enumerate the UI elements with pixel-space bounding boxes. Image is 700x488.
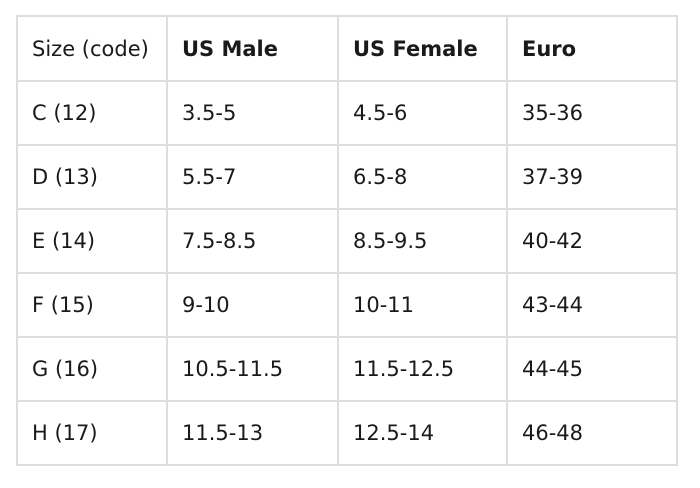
cell-size-code: E (14) bbox=[16, 208, 168, 274]
size-chart-table: Size (code) US Male US Female Euro C (12… bbox=[16, 15, 678, 466]
cell-us-male: 3.5-5 bbox=[166, 80, 339, 146]
cell-size-code: C (12) bbox=[16, 80, 168, 146]
cell-size-code: D (13) bbox=[16, 144, 168, 210]
cell-size-code: G (16) bbox=[16, 336, 168, 402]
header-us-female: US Female bbox=[337, 15, 508, 82]
cell-us-male: 9-10 bbox=[166, 272, 339, 338]
cell-us-female: 6.5-8 bbox=[337, 144, 508, 210]
cell-us-male: 7.5-8.5 bbox=[166, 208, 339, 274]
cell-euro: 43-44 bbox=[506, 272, 678, 338]
table-row: C (12) 3.5-5 4.5-6 35-36 bbox=[16, 80, 678, 146]
cell-us-female: 10-11 bbox=[337, 272, 508, 338]
cell-size-code: F (15) bbox=[16, 272, 168, 338]
cell-us-female: 8.5-9.5 bbox=[337, 208, 508, 274]
cell-us-female: 11.5-12.5 bbox=[337, 336, 508, 402]
cell-us-male: 5.5-7 bbox=[166, 144, 339, 210]
table-header-row: Size (code) US Male US Female Euro bbox=[16, 15, 678, 82]
cell-us-female: 4.5-6 bbox=[337, 80, 508, 146]
cell-euro: 46-48 bbox=[506, 400, 678, 466]
cell-euro: 40-42 bbox=[506, 208, 678, 274]
cell-size-code: H (17) bbox=[16, 400, 168, 466]
table-row: H (17) 11.5-13 12.5-14 46-48 bbox=[16, 400, 678, 466]
table-row: F (15) 9-10 10-11 43-44 bbox=[16, 272, 678, 338]
cell-us-male: 11.5-13 bbox=[166, 400, 339, 466]
header-us-male: US Male bbox=[166, 15, 339, 82]
header-size-code: Size (code) bbox=[16, 15, 168, 82]
cell-us-male: 10.5-11.5 bbox=[166, 336, 339, 402]
cell-euro: 44-45 bbox=[506, 336, 678, 402]
cell-us-female: 12.5-14 bbox=[337, 400, 508, 466]
cell-euro: 37-39 bbox=[506, 144, 678, 210]
table-row: G (16) 10.5-11.5 11.5-12.5 44-45 bbox=[16, 336, 678, 402]
table-row: E (14) 7.5-8.5 8.5-9.5 40-42 bbox=[16, 208, 678, 274]
table-row: D (13) 5.5-7 6.5-8 37-39 bbox=[16, 144, 678, 210]
header-euro: Euro bbox=[506, 15, 678, 82]
cell-euro: 35-36 bbox=[506, 80, 678, 146]
